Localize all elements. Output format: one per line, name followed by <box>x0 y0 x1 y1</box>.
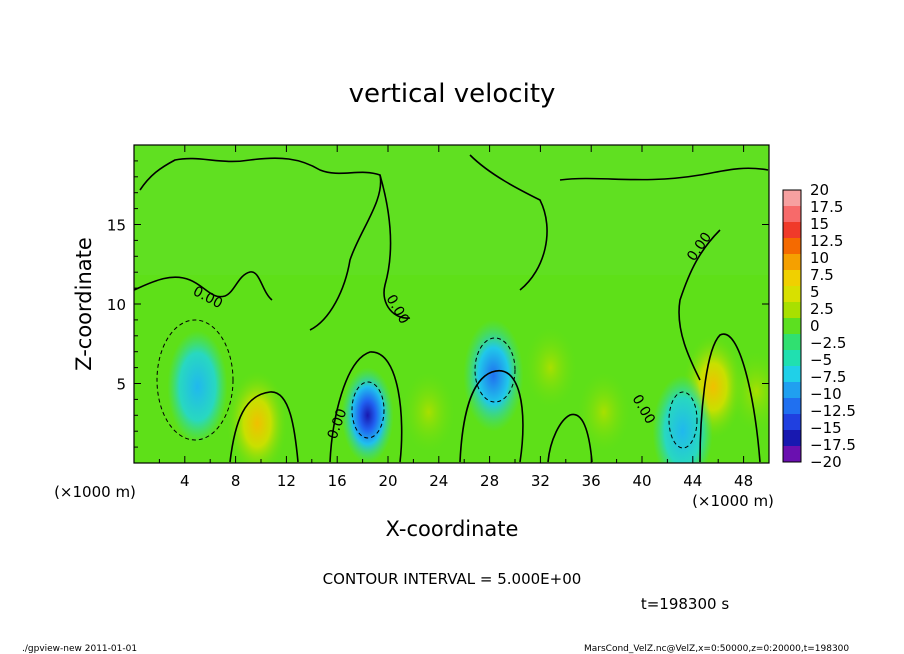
negative-contours <box>156 319 698 449</box>
footer-right: MarsCond_VelZ.nc@VelZ,x=0:50000,z=0:2000… <box>584 644 849 654</box>
colorbar-label: −7.5 <box>810 368 846 386</box>
plot-area: 0.00 0.00 0.00 0.00 0.00 <box>134 145 769 463</box>
colorbar-label: 7.5 <box>810 266 834 284</box>
x-unit-label-right: (×1000 m) <box>692 492 774 510</box>
zero-contour-mid <box>379 174 411 319</box>
zero-contour-mid-right <box>469 154 548 291</box>
y-axis-label: Z-coordinate <box>72 237 96 371</box>
colorbar-label: 0 <box>810 317 820 335</box>
colorbar-label: −20 <box>810 453 842 471</box>
colorbar-swatch <box>783 414 801 431</box>
y-axis: 5 10 15 <box>107 160 769 448</box>
downdraft-cell-6 <box>341 367 394 463</box>
downdraft-cell-8 <box>167 330 228 443</box>
colorbar-label: −12.5 <box>810 402 856 420</box>
neg-contour-c <box>474 337 516 403</box>
colorbar-swatch <box>783 286 801 303</box>
colorbar-label: 17.5 <box>810 198 843 216</box>
y-tick-label: 10 <box>107 296 126 314</box>
colorbar-swatch <box>783 366 801 383</box>
downdraft-cell-7 <box>463 319 524 432</box>
contour-lines <box>134 154 769 463</box>
colorbar-swatch <box>783 334 801 351</box>
x-unit-label-left: (×1000 m) <box>54 483 136 501</box>
updraft-cell-3 <box>524 327 577 408</box>
zero-contour-left <box>134 271 273 301</box>
colorbar-label: 15 <box>810 215 829 233</box>
x-tick-label: 40 <box>632 472 651 490</box>
contour-downdraft-2 <box>459 369 524 463</box>
x-tick-label: 32 <box>531 472 550 490</box>
colorbar-swatch <box>783 318 801 335</box>
colorbar-label: −2.5 <box>810 334 846 352</box>
colorbar-label: −17.5 <box>810 436 856 454</box>
x-tick-label: 24 <box>429 472 448 490</box>
colorbar: 2017.51512.5107.552.50−2.5−5−7.5−10−12.5… <box>782 181 856 471</box>
colorbar-label: −5 <box>810 351 832 369</box>
updraft-cell-4 <box>577 372 630 453</box>
colorbar-swatch <box>783 430 801 447</box>
colorbar-label: 12.5 <box>810 232 843 250</box>
x-tick-label: 20 <box>378 472 397 490</box>
colorbar-swatch <box>783 398 801 415</box>
colorbar-frame <box>782 189 802 463</box>
contour-updraft-2 <box>699 333 761 463</box>
colorbar-swatch <box>783 222 801 239</box>
chart-title: vertical velocity <box>349 79 556 109</box>
neg-contour-d <box>668 391 698 449</box>
x-tick-label: 44 <box>683 472 702 490</box>
colorbar-label: −15 <box>810 419 842 437</box>
contour-interval-label: CONTOUR INTERVAL = 5.000E+00 <box>323 570 582 588</box>
contour-downdraft-1 <box>329 351 403 463</box>
neg-contour-a <box>156 319 234 441</box>
x-tick-label: 48 <box>734 472 753 490</box>
zero-contour-upper <box>139 157 382 331</box>
x-tick-label: 4 <box>180 472 190 490</box>
downdraft-cell-9 <box>652 375 713 463</box>
time-label: t=198300 s <box>641 595 729 613</box>
colorbar-swatch <box>783 302 801 319</box>
y-tick-label: 5 <box>116 376 126 394</box>
updraft-cell-2 <box>402 372 455 453</box>
x-axis-label: X-coordinate <box>386 517 519 541</box>
colorbar-swatch <box>783 238 801 255</box>
x-tick-label: 28 <box>480 472 499 490</box>
upper-field <box>134 145 769 275</box>
updraft-cell-5 <box>730 351 769 432</box>
colorbar-label: 5 <box>810 283 820 301</box>
x-tick-label: 36 <box>582 472 601 490</box>
zero-contour-top-right <box>559 167 769 181</box>
footer-left: ./gpview-new 2011-01-01 <box>22 644 137 654</box>
colorbar-swatch <box>783 382 801 399</box>
x-tick-label: 12 <box>277 472 296 490</box>
colorbar-swatch <box>783 350 801 367</box>
x-tick-label: 16 <box>328 472 347 490</box>
colorbar-swatch <box>783 270 801 287</box>
contour-updraft-3 <box>547 413 593 463</box>
feature-layer <box>167 319 769 463</box>
colorbar-label: 20 <box>810 181 829 199</box>
colorbar-label: 10 <box>810 249 829 267</box>
y-tick-label: 15 <box>107 217 126 235</box>
contour-updraft-1 <box>229 391 299 463</box>
colorbar-swatch <box>783 254 801 271</box>
colorbar-swatch <box>783 446 801 463</box>
colorbar-swatch <box>783 190 801 207</box>
colorbar-label: 2.5 <box>810 300 834 318</box>
zero-contour-right <box>678 229 721 381</box>
colorbar-label: −10 <box>810 385 842 403</box>
updraft-cell-0 <box>227 371 288 463</box>
x-axis: 4 8 12 16 20 24 28 32 36 40 44 48 <box>158 145 753 490</box>
x-tick-label: 8 <box>231 472 241 490</box>
neg-contour-b <box>351 381 385 439</box>
colorbar-swatch <box>783 206 801 223</box>
